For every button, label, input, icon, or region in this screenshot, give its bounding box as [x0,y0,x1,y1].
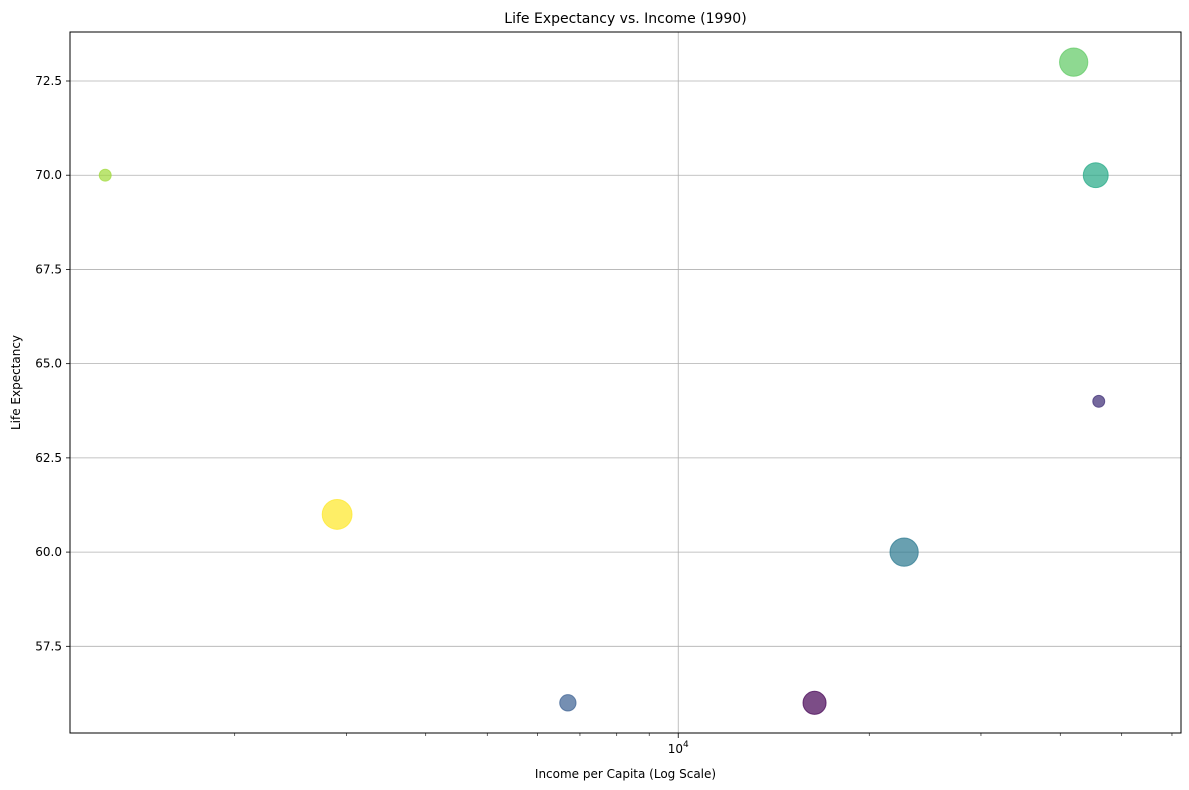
scatter-point [1059,47,1089,77]
plot-area [69,31,1182,734]
y-axis-ticks: 57.5 60.0 62.5 65.0 67.5 70.0 72.5 [35,74,70,653]
x-axis-label: Income per Capita (Log Scale) [535,767,716,781]
y-tick-label: 72.5 [35,74,62,88]
x-tick-label: 104 [668,740,689,756]
y-tick-label: 57.5 [35,639,62,653]
x-axis-ticks: 104 [234,733,1173,756]
scatter-point [1082,162,1109,189]
scatter-point [559,694,577,712]
scatter-point [321,499,353,530]
scatter-point [1092,394,1106,408]
scatter-point [802,690,827,715]
plot-frame [69,31,1182,734]
scatter-point [98,168,112,182]
grid-lines [70,32,1181,733]
y-tick-label: 65.0 [35,357,62,371]
y-tick-label: 67.5 [35,262,62,276]
scatter-point [889,537,919,567]
y-tick-label: 60.0 [35,545,62,559]
chart-title: Life Expectancy vs. Income (1990) [504,11,746,27]
y-tick-label: 70.0 [35,168,62,182]
data-points [98,47,1109,715]
y-tick-label: 62.5 [35,451,62,465]
y-axis-label: Life Expectancy [9,335,23,430]
